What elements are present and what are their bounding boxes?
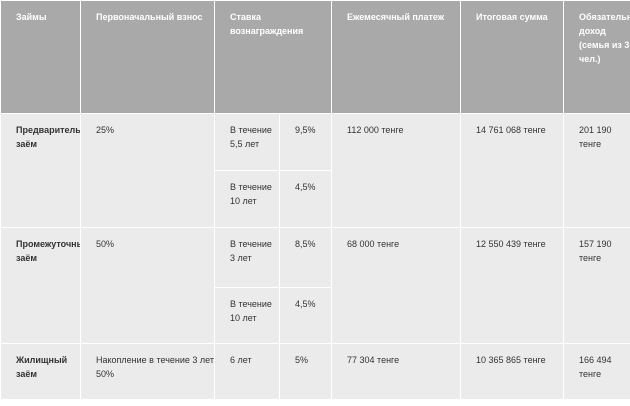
header-total-amount: Итоговая сумма: [460, 0, 565, 114]
header-loans: Займы: [0, 0, 81, 114]
required-income: 166 494 тенге: [563, 343, 630, 400]
term-period: В течение 10 лет: [214, 170, 280, 228]
term-period: В течение 3 лет: [214, 227, 280, 288]
term-rate: 4,5%: [278, 287, 333, 344]
header-row: Займы Первоначальный взнос Ставка вознаг…: [0, 0, 630, 114]
header-monthly-payment: Ежемесячный платеж: [331, 0, 462, 114]
initial-payment: 50%: [80, 227, 215, 344]
total-amount: 14 761 068 тенге: [460, 113, 565, 228]
term-rate: 9,5%: [278, 113, 333, 171]
initial-payment: Накопление в течение 3 лет 50%: [80, 343, 215, 400]
header-interest-rate: Ставка вознаграждения: [213, 0, 333, 114]
monthly-payment: 77 304 тенге: [331, 343, 462, 400]
header-required-income: Обязательный доход (семья из 3 чел.): [563, 0, 630, 114]
term-rate: 4,5%: [278, 170, 333, 228]
term-period: 6 лет: [214, 343, 280, 400]
total-amount: 12 550 439 тенге: [460, 227, 565, 344]
table-row: В течение 10 лет 4,5%: [1, 170, 630, 228]
loan-name: Жилищный заём: [0, 343, 81, 400]
monthly-payment: 112 000 тенге: [331, 113, 462, 228]
table-row: Предварительный заём 25% В течение 5,5 л…: [0, 113, 630, 228]
term-period: В течение 5,5 лет: [214, 113, 280, 171]
required-income: 201 190 тенге: [563, 113, 630, 228]
term-rate: 5%: [278, 343, 333, 400]
required-income: 157 190 тенге: [563, 227, 630, 344]
term-rate: 8,5%: [278, 227, 333, 288]
loan-name: Промежуточный заём: [0, 227, 81, 344]
term-period: В течение 10 лет: [214, 287, 280, 344]
table-row: Жилищный заём Накопление в течение 3 лет…: [0, 343, 630, 400]
table-row: Промежуточный заём 50% В течение 3 лет 8…: [0, 227, 630, 344]
monthly-payment: 68 000 тенге: [331, 227, 462, 344]
loan-name: Предварительный заём: [0, 113, 81, 228]
initial-payment: 25%: [80, 113, 215, 228]
table-row: В течение 10 лет 4,5%: [1, 287, 630, 344]
total-amount: 10 365 865 тенге: [460, 343, 565, 400]
header-initial-payment: Первоначальный взнос: [80, 0, 215, 114]
